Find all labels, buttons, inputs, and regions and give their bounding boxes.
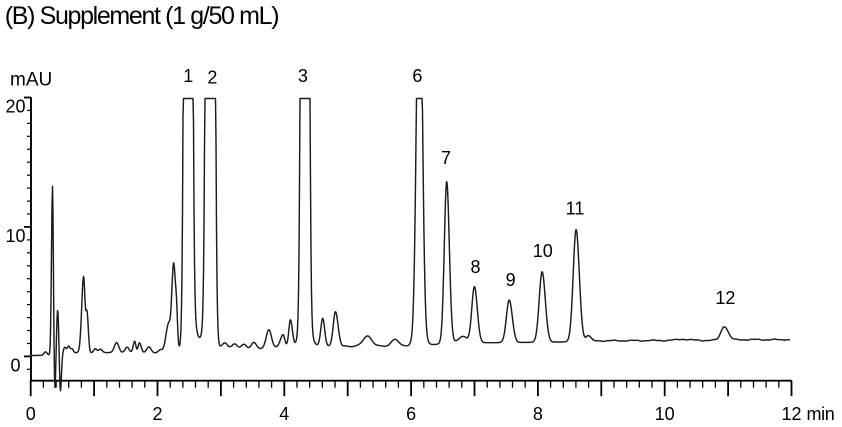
svg-text:(B) Supplement (1 g/50 mL): (B) Supplement (1 g/50 mL) <box>5 2 278 30</box>
svg-text:9: 9 <box>506 270 516 290</box>
svg-text:8: 8 <box>470 257 480 277</box>
svg-text:6: 6 <box>412 66 422 86</box>
svg-text:11: 11 <box>566 198 585 218</box>
svg-text:mAU: mAU <box>10 70 52 91</box>
svg-text:20: 20 <box>5 97 25 117</box>
svg-text:0: 0 <box>10 355 20 375</box>
svg-text:1: 1 <box>183 66 193 86</box>
svg-text:min: min <box>807 404 835 422</box>
svg-text:12: 12 <box>781 404 801 422</box>
svg-text:8: 8 <box>533 404 543 422</box>
svg-text:12: 12 <box>715 288 735 308</box>
svg-text:10: 10 <box>5 226 25 246</box>
svg-text:6: 6 <box>406 404 416 422</box>
svg-text:0: 0 <box>26 404 36 422</box>
svg-text:2: 2 <box>152 404 162 422</box>
svg-text:2: 2 <box>207 68 217 88</box>
svg-text:10: 10 <box>533 241 553 261</box>
svg-text:7: 7 <box>441 148 451 168</box>
svg-text:4: 4 <box>279 404 289 422</box>
svg-text:3: 3 <box>298 66 308 86</box>
svg-text:10: 10 <box>655 404 675 422</box>
